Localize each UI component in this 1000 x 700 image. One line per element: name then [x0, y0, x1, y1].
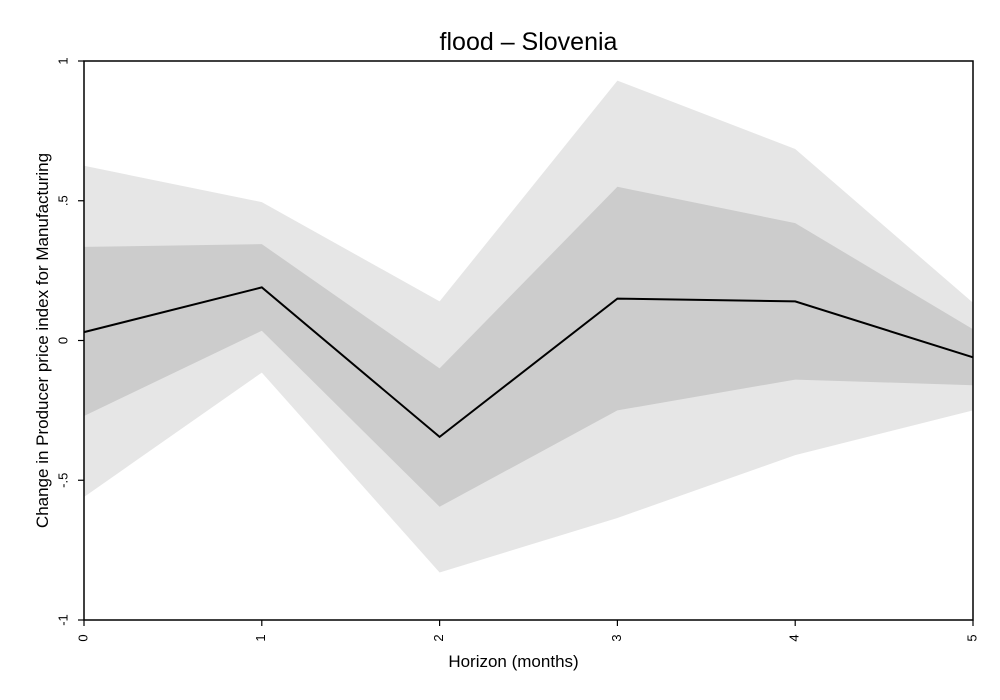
x-tick-label: 3: [609, 634, 624, 641]
x-axis-label: Horizon (months): [448, 652, 578, 671]
confidence-bands: [84, 80, 973, 573]
chart-title: flood – Slovenia: [440, 28, 618, 56]
y-tick-label: -1: [55, 614, 70, 626]
series-lines: [83, 286, 974, 439]
x-axis: 0 1 2 3 4 5: [75, 620, 979, 642]
x-tick-label: 2: [431, 634, 446, 641]
x-tick-label: 4: [787, 634, 802, 641]
series-line-0: [83, 286, 974, 439]
y-tick-label: 0: [55, 337, 70, 344]
inner-confidence-band: [84, 186, 973, 507]
x-tick-label: 0: [75, 634, 90, 641]
y-tick-label: 1: [55, 57, 70, 64]
y-tick-label: .5: [55, 195, 70, 206]
y-axis-label: Change in Producer price index for Manuf…: [33, 153, 52, 528]
y-axis: -1 -.5 0 .5 1: [55, 57, 84, 626]
y-tick-label: -.5: [55, 473, 70, 488]
x-tick-label: 1: [253, 634, 268, 641]
x-tick-label: 5: [964, 634, 979, 641]
